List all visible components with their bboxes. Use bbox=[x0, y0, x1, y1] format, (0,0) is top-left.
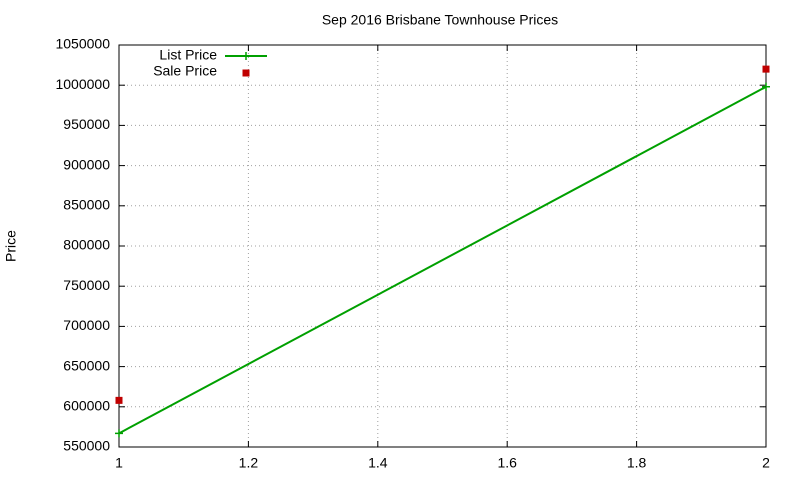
legend-marker bbox=[242, 52, 250, 60]
y-tick-label: 750000 bbox=[63, 277, 110, 293]
y-tick-label: 550000 bbox=[63, 438, 110, 454]
x-tick-label: 2 bbox=[762, 455, 770, 471]
y-tick-label: 600000 bbox=[63, 398, 110, 414]
data-point bbox=[115, 429, 123, 438]
data-point bbox=[762, 65, 770, 73]
y-tick-label: 850000 bbox=[63, 197, 110, 213]
x-tick-label: 1 bbox=[115, 455, 123, 471]
data-line bbox=[118, 85, 767, 435]
y-tick-label: 900000 bbox=[63, 156, 110, 172]
y-tick-label: 950000 bbox=[63, 116, 110, 132]
legend-label: Sale Price bbox=[153, 63, 217, 79]
chart-title: Sep 2016 Brisbane Townhouse Prices bbox=[322, 12, 558, 28]
y-tick-label: 1000000 bbox=[55, 76, 110, 92]
x-tick-label: 1.8 bbox=[627, 455, 647, 471]
x-tick-label: 1.2 bbox=[239, 455, 259, 471]
data-point bbox=[762, 82, 770, 91]
y-tick-label: 1050000 bbox=[55, 36, 110, 52]
legend-label: List Price bbox=[159, 47, 217, 63]
y-tick-label: 700000 bbox=[63, 317, 110, 333]
x-tick-label: 1.4 bbox=[368, 455, 388, 471]
y-tick-label: 800000 bbox=[63, 237, 110, 253]
plot-border bbox=[118, 44, 767, 448]
x-tick-label: 1.6 bbox=[497, 455, 517, 471]
y-tick-label: 650000 bbox=[63, 357, 110, 373]
legend-marker bbox=[242, 69, 250, 77]
y-axis-label: Price bbox=[3, 230, 19, 262]
data-point bbox=[115, 396, 123, 404]
